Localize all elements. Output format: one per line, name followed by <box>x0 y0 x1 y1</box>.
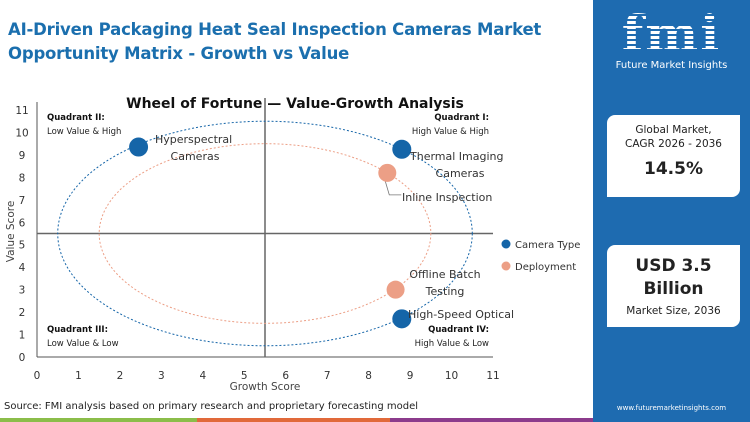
point-label: Thermal Imaging <box>409 150 504 163</box>
market-size-card: USD 3.5 Billion Market Size, 2036 <box>607 245 740 327</box>
point-label: Hyperspectral <box>155 133 232 146</box>
size-value-1: USD 3.5 <box>635 256 712 276</box>
x-tick-label: 10 <box>445 370 458 382</box>
legend-label: Camera Type <box>515 240 580 251</box>
x-axis-label: Growth Score <box>230 381 301 393</box>
point-label: Testing <box>425 285 465 298</box>
y-tick-label: 4 <box>19 262 26 274</box>
y-tick-label: 11 <box>15 105 28 117</box>
data-point <box>392 139 412 159</box>
strip-orange <box>197 418 390 422</box>
point-label: Cameras <box>171 150 220 163</box>
y-axis-label: Value Score <box>5 201 17 263</box>
x-tick-label: 7 <box>324 370 331 382</box>
x-tick-label: 11 <box>486 370 499 382</box>
series-ellipse-0 <box>57 120 473 347</box>
y-tick-label: 2 <box>19 307 26 319</box>
y-tick-label: 0 <box>19 352 26 364</box>
y-tick-label: 7 <box>19 195 26 207</box>
source-note: Source: FMI analysis based on primary re… <box>4 401 419 412</box>
strip-green <box>0 418 197 422</box>
logo-mark: fmi <box>593 6 750 62</box>
y-tick-label: 10 <box>15 127 28 139</box>
quadrant-1-desc: High Value & High <box>412 127 489 137</box>
data-point <box>378 163 397 182</box>
x-tick-label: 1 <box>75 370 82 382</box>
data-point <box>129 137 149 157</box>
quadrant-2-desc: Low Value & High <box>47 127 121 137</box>
y-tick-label: 1 <box>19 330 26 342</box>
size-label: Market Size, 2036 <box>626 305 721 317</box>
x-tick-label: 2 <box>117 370 124 382</box>
y-tick-label: 3 <box>19 285 26 297</box>
sidebar: fmi Future Market Insights Global Market… <box>593 0 750 422</box>
cagr-label-1: Global Market, <box>635 124 712 136</box>
quadrant-3-desc: Low Value & Low <box>47 339 119 349</box>
page-title: AI-Driven Packaging Heat Seal Inspection… <box>8 20 542 63</box>
legend-marker <box>501 261 511 271</box>
quadrant-4-desc: High Value & Low <box>415 339 489 349</box>
cagr-card: Global Market, CAGR 2026 - 2036 14.5% <box>607 115 740 197</box>
x-tick-label: 8 <box>365 370 372 382</box>
y-tick-label: 8 <box>19 172 26 184</box>
y-tick-label: 5 <box>19 240 26 252</box>
quadrant-3-title: Quadrant III: <box>47 325 108 335</box>
x-tick-label: 6 <box>282 370 289 382</box>
x-tick-label: 3 <box>158 370 165 382</box>
size-value-2: Billion <box>643 279 704 299</box>
x-tick-label: 0 <box>34 370 41 382</box>
data-point <box>386 280 405 299</box>
x-tick-label: 5 <box>241 370 248 382</box>
leader-line <box>383 177 402 196</box>
quadrant-4-title: Quadrant IV: <box>428 325 489 335</box>
legend-marker <box>501 239 511 249</box>
point-label: Inline Inspection <box>402 191 492 204</box>
website-link[interactable]: www.futuremarketinsights.com <box>616 404 727 412</box>
quadrant-2-title: Quadrant II: <box>47 113 105 123</box>
cagr-value: 14.5% <box>644 159 703 179</box>
point-label: Offline Batch <box>409 268 480 281</box>
scatter-chart: Wheel of Fortune — Value-Growth Analysis… <box>5 96 580 393</box>
x-tick-label: 9 <box>407 370 414 382</box>
x-tick-label: 4 <box>199 370 206 382</box>
quadrant-1-title: Quadrant I: <box>434 113 489 123</box>
data-point <box>392 309 412 329</box>
cagr-label-2: CAGR 2026 - 2036 <box>624 138 722 150</box>
point-label: Cameras <box>436 167 485 180</box>
y-tick-label: 6 <box>19 217 26 229</box>
y-tick-label: 9 <box>19 150 26 162</box>
chart-title: Wheel of Fortune — Value-Growth Analysis <box>126 96 464 112</box>
series-ellipse-1 <box>98 143 432 324</box>
strip-purple <box>390 418 593 422</box>
logo-subtitle: Future Market Insights <box>615 60 728 71</box>
fmi-logo: fmi Future Market Insights <box>593 6 750 72</box>
legend-label: Deployment <box>515 262 576 273</box>
point-label: High-Speed Optical <box>408 308 514 321</box>
